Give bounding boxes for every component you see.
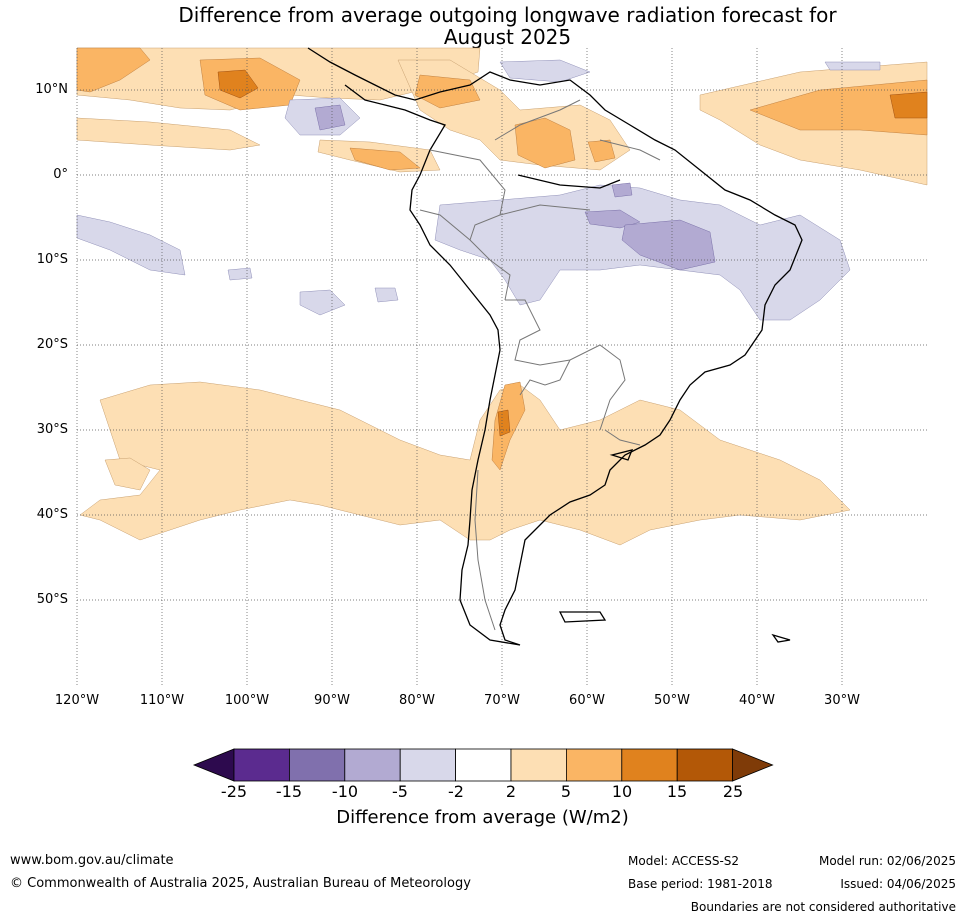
website-text: www.bom.gov.au/climate <box>10 853 174 868</box>
lat-label-30s: 30°S <box>36 422 68 437</box>
model-text: Model: ACCESS-S2 <box>628 854 740 868</box>
lon-label-80w: 80°W <box>399 693 435 708</box>
colorbar-tick: -5 <box>392 782 408 801</box>
colorbar-segment <box>233 748 290 782</box>
lat-label-50s: 50°S <box>36 592 68 607</box>
colorbar-tick: 25 <box>722 782 744 801</box>
lat-label-40s: 40°S <box>36 507 68 522</box>
colorbar-segment <box>288 748 346 782</box>
colorbar-tick: -10 <box>331 782 359 801</box>
colorbar-segment <box>566 748 623 782</box>
lon-label-70w: 70°W <box>484 693 520 708</box>
colorbar-tick: 15 <box>666 782 688 801</box>
lat-label-0: 0° <box>53 167 68 182</box>
issued-text: Issued: 04/06/2025 <box>840 877 956 891</box>
colorbar-arrow-low <box>192 748 235 782</box>
lat-label-10n: 10°N <box>35 82 68 97</box>
colorbar-tick: 5 <box>560 782 572 801</box>
colorbar-segment <box>676 748 734 782</box>
map-title: Difference from average outgoing longwav… <box>0 4 965 48</box>
colorbar-tick: 2 <box>505 782 517 801</box>
olr-anomaly-map <box>76 47 928 685</box>
moderate-positive-regions <box>76 47 928 471</box>
colorbar-tick: -15 <box>275 782 303 801</box>
lon-label-120w: 120°W <box>54 693 100 708</box>
colorbar-tick: 10 <box>611 782 633 801</box>
colorbar-tick: -25 <box>220 782 248 801</box>
lon-label-60w: 60°W <box>569 693 605 708</box>
lon-label-40w: 40°W <box>739 693 775 708</box>
lon-label-90w: 90°W <box>314 693 350 708</box>
coastlines <box>307 47 803 646</box>
lon-label-100w: 100°W <box>224 693 270 708</box>
colorbar-segment <box>621 748 678 782</box>
colorbar-segment <box>510 748 567 782</box>
disclaimer-text: Boundaries are not considered authoritat… <box>690 900 956 914</box>
title-line-2: August 2025 <box>443 25 572 49</box>
base-period-text: Base period: 1981-2018 <box>628 877 773 891</box>
lon-label-50w: 50°W <box>654 693 690 708</box>
colorbar-tick: -2 <box>448 782 464 801</box>
graticule <box>76 48 927 685</box>
colorbar-segment <box>399 748 457 782</box>
colorbar-arrow-high <box>732 748 774 782</box>
copyright-text: © Commonwealth of Australia 2025, Austra… <box>10 876 471 891</box>
lat-label-20s: 20°S <box>36 337 68 352</box>
colorbar <box>192 748 774 782</box>
model-run-text: Model run: 02/06/2025 <box>818 854 956 868</box>
country-borders <box>419 99 661 631</box>
lat-label-10s: 10°S <box>36 252 68 267</box>
colorbar-segment <box>455 748 512 782</box>
title-line-1: Difference from average outgoing longwav… <box>178 3 837 27</box>
moderate-negative-regions <box>314 104 716 271</box>
strong-positive-regions <box>217 69 928 437</box>
colorbar-label: Difference from average (W/m2) <box>336 807 629 828</box>
lon-label-110w: 110°W <box>139 693 185 708</box>
colorbar-segment <box>344 748 401 782</box>
lon-label-30w: 30°W <box>824 693 860 708</box>
